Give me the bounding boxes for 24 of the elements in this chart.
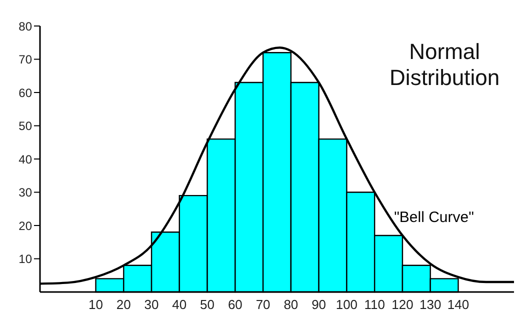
series-label: "Bell Curve": [394, 208, 474, 226]
x-tick-label: 10: [88, 297, 103, 312]
x-tick-label: 80: [284, 297, 298, 312]
y-tick-label: 20: [18, 218, 32, 233]
x-tick-label: 70: [256, 297, 270, 312]
text: Normal Distribution: [388, 39, 501, 92]
x-tick-label: 100: [336, 297, 358, 312]
x-tick-label: 90: [312, 297, 326, 312]
x-tick-label: 60: [228, 297, 242, 312]
y-tick-label: 50: [18, 119, 32, 134]
x-tick-label: 130: [420, 297, 442, 312]
y-tick-label: 80: [18, 19, 32, 34]
x-tick-label: 40: [172, 297, 187, 312]
x-tick-label: 30: [144, 297, 159, 312]
x-tick-label: 110: [364, 297, 385, 312]
y-tick-label: 70: [18, 52, 32, 67]
x-tick-label: 50: [200, 297, 215, 312]
x-tick-label: 120: [392, 297, 414, 312]
y-tick-label: 30: [18, 186, 32, 200]
y-tick-label: 10: [18, 252, 32, 266]
y-tick-label: 60: [18, 86, 32, 100]
x-tick-label: 20: [116, 297, 131, 312]
x-tick-label: 140: [447, 297, 470, 312]
y-tick-label: 40: [18, 152, 32, 166]
